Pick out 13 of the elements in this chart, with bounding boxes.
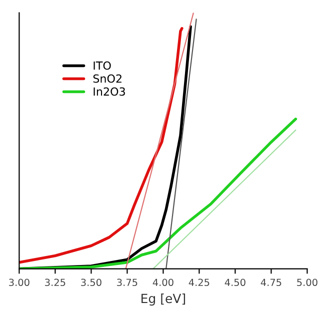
legend-label: ITO xyxy=(94,61,111,70)
x-tick-label: 4.25 xyxy=(188,278,210,286)
legend-label: In2O3 xyxy=(94,87,125,96)
x-tick-label: 3.00 xyxy=(9,278,30,286)
x-tick-label: 4.75 xyxy=(260,278,282,286)
x-tick-label: 3.25 xyxy=(45,278,66,286)
x-tick-label: 5.00 xyxy=(297,278,318,286)
x-axis-title: Eg [eV] xyxy=(142,293,186,306)
x-tick-label: 4.50 xyxy=(224,278,246,286)
x-tick-label: 4.00 xyxy=(152,278,174,286)
legend-label: SnO2 xyxy=(93,74,122,83)
x-tick-label: 3.50 xyxy=(81,278,102,286)
x-tick-label: 3.75 xyxy=(117,278,138,286)
